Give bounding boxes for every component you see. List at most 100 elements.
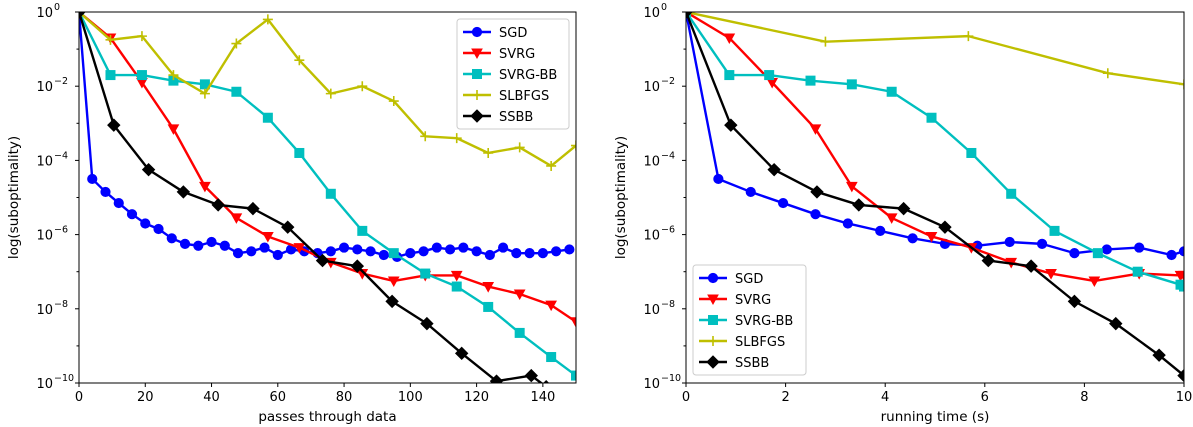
data-point bbox=[193, 240, 204, 251]
data-point bbox=[524, 368, 538, 383]
data-point bbox=[325, 188, 336, 199]
data-point bbox=[246, 201, 260, 216]
data-point bbox=[511, 248, 522, 259]
legend-label: SSBB bbox=[735, 356, 769, 371]
series-ssbb bbox=[79, 12, 550, 383]
series-line bbox=[686, 12, 1184, 257]
data-point bbox=[387, 276, 400, 288]
series-svrg bbox=[686, 12, 1184, 288]
data-point bbox=[418, 246, 429, 257]
data-point bbox=[451, 133, 462, 144]
data-point bbox=[357, 81, 368, 92]
legend-item-ssbb: SSBB bbox=[463, 109, 533, 125]
data-point bbox=[489, 374, 504, 383]
legend-item-sgd: SGD bbox=[699, 272, 763, 287]
data-point bbox=[79, 12, 86, 19]
y-axis-label: log(suboptimality) bbox=[6, 136, 22, 259]
data-point bbox=[907, 233, 918, 244]
y-tick-exponent: −8 bbox=[54, 299, 68, 310]
x-axis-label: running time (s) bbox=[881, 409, 990, 425]
data-point bbox=[1109, 316, 1123, 331]
data-point bbox=[315, 253, 330, 268]
data-point bbox=[199, 88, 210, 99]
data-point bbox=[1024, 259, 1038, 273]
data-point bbox=[1006, 188, 1017, 199]
y-tick-label: 10 bbox=[36, 229, 53, 244]
series-slbfgs bbox=[79, 12, 576, 171]
legend-label: SVRG-BB bbox=[499, 68, 557, 83]
data-point bbox=[325, 246, 336, 257]
legend-box bbox=[692, 264, 807, 376]
series-sgd bbox=[79, 12, 575, 262]
data-point bbox=[259, 242, 270, 253]
y-tick-exponent: −4 bbox=[661, 150, 675, 161]
data-point bbox=[179, 238, 191, 249]
data-point bbox=[136, 31, 147, 42]
series-ssbb bbox=[686, 12, 1184, 383]
x-tick-label: 40 bbox=[203, 390, 220, 405]
y-tick-label: 10 bbox=[643, 80, 660, 95]
data-point bbox=[546, 352, 557, 363]
data-point bbox=[1036, 238, 1048, 249]
data-point bbox=[294, 55, 305, 66]
data-point bbox=[230, 213, 243, 224]
data-point bbox=[211, 198, 225, 212]
data-point bbox=[262, 112, 273, 123]
data-point bbox=[141, 162, 156, 177]
data-point bbox=[482, 282, 495, 293]
data-point bbox=[564, 244, 575, 255]
y-tick-label: 10 bbox=[36, 377, 53, 392]
data-point bbox=[357, 225, 368, 236]
y-tick-exponent: −6 bbox=[54, 225, 68, 236]
data-point bbox=[484, 249, 495, 261]
data-point bbox=[885, 213, 898, 224]
data-point bbox=[100, 186, 111, 198]
data-point bbox=[338, 242, 350, 253]
data-point bbox=[1102, 68, 1113, 79]
data-point bbox=[1177, 368, 1184, 383]
legend-marker bbox=[706, 355, 720, 369]
data-point bbox=[1092, 248, 1103, 259]
y-tick-label: 10 bbox=[36, 154, 53, 169]
data-point bbox=[262, 14, 273, 25]
legend-marker bbox=[708, 315, 718, 325]
y-tick-label: 10 bbox=[643, 6, 660, 21]
data-point bbox=[938, 220, 952, 234]
data-point bbox=[105, 34, 116, 45]
data-point bbox=[875, 225, 886, 236]
data-point bbox=[713, 173, 724, 185]
legend-item-slbfgs: SLBFGS bbox=[699, 335, 785, 350]
series-svrg-bb bbox=[79, 12, 576, 381]
data-point bbox=[571, 140, 576, 151]
data-point bbox=[113, 197, 124, 209]
y-tick-exponent: −10 bbox=[54, 373, 74, 384]
data-point bbox=[852, 198, 866, 212]
y-tick-label: 10 bbox=[36, 80, 53, 95]
legend-label: SLBFGS bbox=[499, 89, 549, 104]
legend-box bbox=[456, 18, 570, 130]
legend-item-slbfgs: SLBFGS bbox=[463, 89, 549, 104]
legend-marker bbox=[471, 26, 483, 38]
data-point bbox=[450, 270, 463, 282]
data-point bbox=[471, 246, 482, 257]
data-point bbox=[167, 124, 180, 135]
data-point bbox=[231, 86, 242, 97]
y-tick-label: 10 bbox=[643, 229, 660, 244]
y-tick-label: 10 bbox=[36, 303, 53, 318]
y-tick-label: 10 bbox=[36, 6, 53, 21]
data-point bbox=[1178, 270, 1184, 282]
y-tick-exponent: −2 bbox=[661, 76, 675, 87]
x-tick-label: 20 bbox=[137, 390, 154, 405]
data-point bbox=[551, 246, 562, 257]
y-tick-label: 10 bbox=[643, 303, 660, 318]
data-point bbox=[537, 248, 548, 259]
data-point bbox=[1179, 79, 1184, 90]
data-point bbox=[1101, 244, 1112, 255]
data-point bbox=[764, 70, 775, 81]
data-point bbox=[281, 220, 295, 234]
data-point bbox=[1049, 225, 1060, 236]
x-tick-label: 60 bbox=[270, 390, 287, 405]
data-point bbox=[140, 218, 151, 229]
data-point bbox=[925, 231, 938, 243]
